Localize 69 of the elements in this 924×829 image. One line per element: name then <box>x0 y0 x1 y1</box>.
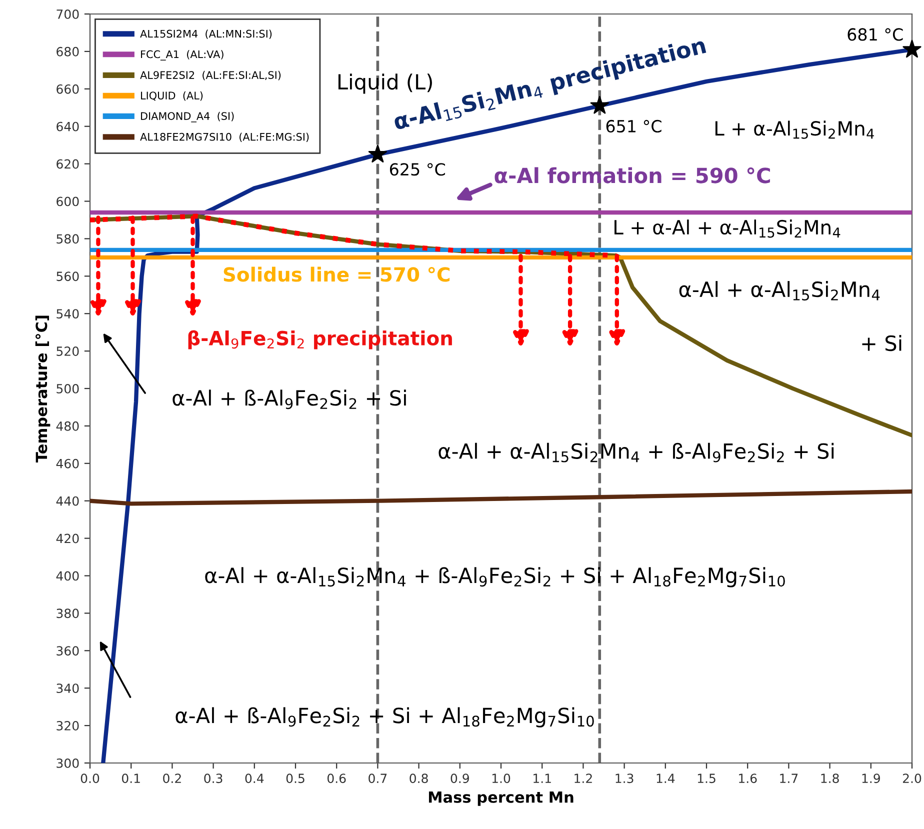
x-tick-label: 0.2 <box>163 774 181 784</box>
legend-label: AL18FE2MG7SI10 (AL:FE:MG:SI) <box>140 132 309 142</box>
x-tick-label: 1.8 <box>821 774 839 784</box>
x-tick-label: 1.4 <box>656 774 675 783</box>
annotation: 651 °C <box>606 120 662 133</box>
x-tick-label: 0.6 <box>327 774 346 784</box>
y-tick-label: 540 <box>56 309 79 319</box>
y-tick-label: 500 <box>56 384 79 394</box>
y-tick-label: 320 <box>56 721 79 730</box>
x-axis-title: Mass percent Mn <box>428 792 574 806</box>
annotation: α-Al + α-Al$_{15}$Si$_{2}$Mn$_{4}$ <box>679 281 880 300</box>
y-tick-label: 640 <box>56 122 79 132</box>
x-tick-label: 1.1 <box>534 774 551 783</box>
legend-label: DIAMOND_A4 (SI) <box>141 112 234 122</box>
annotation: α-Al formation = 590 °C <box>494 167 770 184</box>
y-tick-label: 480 <box>56 421 79 431</box>
x-tick-label: 1.9 <box>862 774 880 784</box>
annotation: Liquid (L) <box>338 74 432 94</box>
x-tick-label: 2.0 <box>902 774 922 784</box>
x-tick-label: 1.6 <box>739 774 757 784</box>
legend-label: AL15SI2M4 (AL:MN:SI:SI) <box>140 30 272 39</box>
y-tick-label: 620 <box>56 159 79 169</box>
x-tick-label: 0.9 <box>450 774 469 784</box>
x-tick-label: 0.1 <box>122 774 140 784</box>
legend-label: FCC_A1 (AL:VA) <box>141 50 224 60</box>
y-tick-label: 580 <box>56 234 79 244</box>
y-tick-label: 660 <box>56 84 79 94</box>
legend-label: LIQUID (AL) <box>141 91 203 101</box>
x-tick-label: 1.2 <box>574 774 592 783</box>
y-tick-label: 360 <box>56 646 79 656</box>
y-axis-title: Temperature [°C] <box>35 316 50 462</box>
x-tick-label: 0.8 <box>410 774 428 784</box>
line-series <box>90 489 912 506</box>
annotation: 625 °C <box>390 163 445 176</box>
annotation: β-Al$_{9}$Fe$_{2}$Si$_{2}$ precipitation <box>188 330 452 350</box>
legend-label: AL9FE2SI2 (AL:FE:SI:AL,SI) <box>140 70 281 80</box>
y-tick-label: 420 <box>56 534 79 544</box>
x-tick-label: 0.4 <box>245 774 264 784</box>
x-tick-label: 1.5 <box>698 774 716 784</box>
y-tick-label: 300 <box>56 758 79 768</box>
x-tick-label: 1.0 <box>492 774 510 784</box>
x-tick-label: 0.0 <box>80 774 100 784</box>
text: α-Al + α-Al$_{15}$Si$_{2}$Mn$_{4}$ + ß-Al$_{9}$Fe$_{2}$Si$_{2}$ + Si + Al$_{18}$Fe$_{2}$Mg$_{7}$Si$_{10}$ <box>205 567 785 588</box>
x-tick-label: 1.3 <box>616 774 634 784</box>
x-tick-label: 0.7 <box>368 774 387 784</box>
y-tick-label: 460 <box>56 458 79 468</box>
annotation: α-Al + ß-Al$_{9}$Fe$_{2}$Si$_{2}$ + Si <box>172 390 406 410</box>
annotation: L + α-Al + α-Al$_{15}$Si$_{2}$Mn$_{4}$ <box>614 220 840 238</box>
y-tick-label: 700 <box>56 9 79 19</box>
y-tick-label: 440 <box>56 496 79 506</box>
x-tick-label: 0.5 <box>286 774 304 784</box>
point <box>590 96 609 114</box>
annotation: L + α-Al$_{15}$Si$_{2}$Mn$_{4}$ <box>715 120 874 139</box>
y-tick-label: 340 <box>56 684 79 694</box>
text: α-Al + ß-Al$_{9}$Fe$_{2}$Si$_{2}$ + Si + Al$_{18}$Fe$_{2}$Mg$_{7}$Si$_{10}$ <box>176 707 594 728</box>
y-tick-label: 600 <box>56 196 79 206</box>
y-tick-label: 520 <box>56 346 79 356</box>
y-tick-label: 680 <box>56 46 79 56</box>
point <box>902 40 922 58</box>
annotation: Solidus line = 570 °C <box>224 266 450 282</box>
y-tick-label: 560 <box>56 272 79 282</box>
x-tick-label: 1.7 <box>780 774 798 783</box>
y-tick-label: 380 <box>56 608 79 618</box>
point <box>368 144 388 162</box>
annotation: 681 °C <box>848 28 903 41</box>
text: α-Al + α-Al$_{15}$Si$_{2}$Mn$_{4}$ + ß-Al$_{9}$Fe$_{2}$Si$_{2}$ + Si <box>438 442 834 462</box>
y-tick-label: 400 <box>56 571 79 581</box>
x-tick-label: 0.3 <box>204 774 222 784</box>
annotation: + Si <box>862 334 902 352</box>
